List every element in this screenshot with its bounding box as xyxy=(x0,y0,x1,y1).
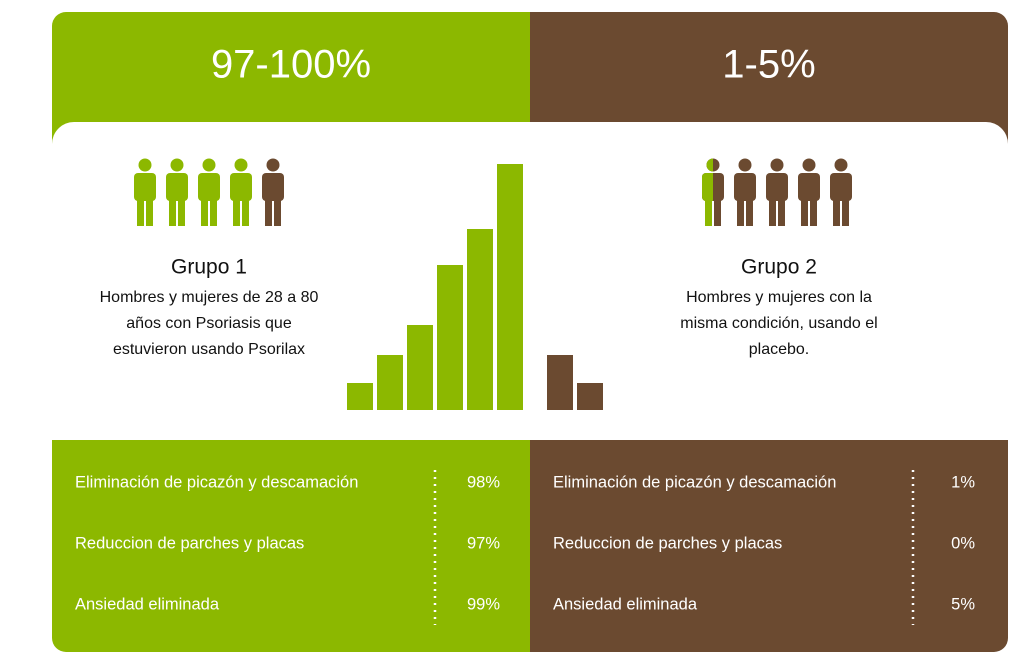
row-label: Eliminación de picazón y descamación xyxy=(553,473,836,491)
decorative-bars xyxy=(347,164,603,410)
group-desc: placebo. xyxy=(749,341,810,358)
group-desc: estuvieron usando Psorilax xyxy=(113,341,305,358)
white-panel xyxy=(52,122,1008,440)
white-panel-base xyxy=(52,400,1008,440)
group-title: Grupo 1 xyxy=(171,256,247,279)
group-desc: Hombres y mujeres de 28 a 80 xyxy=(100,289,319,306)
row-label: Reduccion de parches y placas xyxy=(553,534,782,552)
group-desc: Hombres y mujeres con la xyxy=(686,289,872,306)
row-value: 5% xyxy=(951,595,975,613)
row-value: 99% xyxy=(467,595,500,613)
group-title: Grupo 2 xyxy=(741,256,817,279)
row-label: Reduccion de parches y placas xyxy=(75,534,304,552)
row-label: Eliminación de picazón y descamación xyxy=(75,473,358,491)
headline: 1-5% xyxy=(722,43,815,87)
row-label: Ansiedad eliminada xyxy=(553,595,698,613)
row-label: Ansiedad eliminada xyxy=(75,595,220,613)
row-value: 1% xyxy=(951,473,975,491)
group-desc: misma condición, usando el xyxy=(680,315,877,332)
headline: 97-100% xyxy=(211,43,371,87)
row-value: 97% xyxy=(467,534,500,552)
row-value: 98% xyxy=(467,473,500,491)
row-value: 0% xyxy=(951,534,975,552)
result-rows: Eliminación de picazón y descamación 98% R… xyxy=(75,473,975,613)
group-desc: años con Psoriasis que xyxy=(126,315,292,332)
